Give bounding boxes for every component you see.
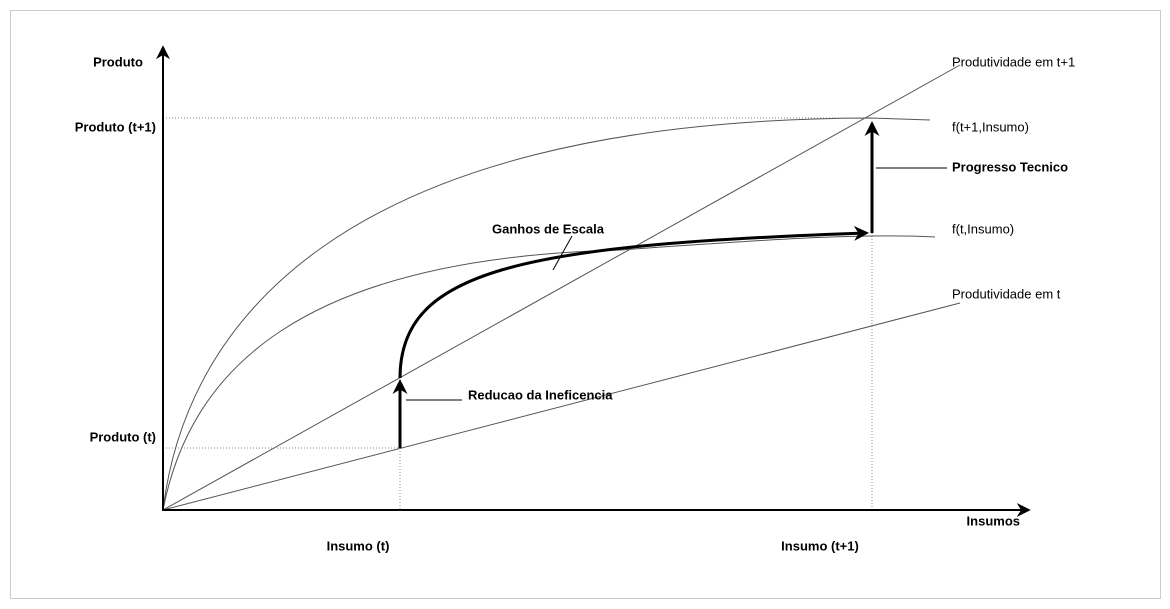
x-mark-label: Insumo (t) [327, 538, 390, 553]
frame [10, 10, 1161, 599]
annotation: Progresso Tecnico [952, 159, 1068, 174]
annotation: Ganhos de Escala [492, 221, 605, 236]
curve-label: Produtividade em t [952, 286, 1061, 301]
y-axis-label: Produto [93, 54, 143, 69]
curve-label: f(t+1,Insumo) [952, 119, 1029, 134]
x-mark-label: Insumo (t+1) [781, 538, 859, 553]
leader-lines [406, 167, 947, 401]
productivity-t-line [162, 302, 961, 511]
curve-label: Produtividade em t+1 [952, 54, 1075, 69]
productivity-t1-line [162, 64, 961, 511]
y-mark-label: Produto (t+1) [75, 119, 156, 134]
f-t-curve [162, 235, 936, 511]
curve-label: f(t,Insumo) [952, 221, 1014, 236]
scale-arrow [398, 225, 869, 379]
f-t1-curve [162, 117, 931, 511]
guide-lines [163, 117, 873, 510]
x-axis-label: Insumos [967, 513, 1020, 528]
y-mark-label: Produto (t) [90, 429, 156, 444]
annotation: Reducao da Ineficencia [468, 387, 613, 402]
